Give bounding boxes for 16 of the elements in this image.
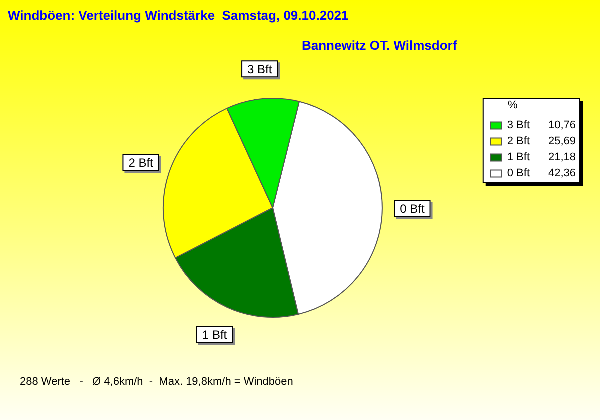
slice-label: 3 Bft — [248, 62, 273, 76]
legend-title: % — [508, 100, 518, 112]
legend-label: 2 Bft — [507, 136, 530, 148]
slice-label: 0 Bft — [400, 202, 426, 216]
chart-subtitle: Bannewitz OT. Wilmsdorf — [302, 38, 458, 53]
legend-label: 0 Bft — [507, 168, 530, 180]
data-label: 42,36 — [548, 168, 576, 180]
text: 288 Werte - Ø 4,6km/h - Max. 19,8km/h = Windböen — [20, 376, 294, 388]
chart-title: Windböen: Verteilung Windstärke Samstag, 09.10.2021 — [8, 8, 349, 23]
data-label: 21,18 — [548, 152, 576, 164]
data-label: 25,69 — [548, 136, 576, 148]
legend-label: 3 Bft — [507, 120, 530, 132]
slice-label: 1 Bft — [202, 328, 228, 342]
data-label: 10,76 — [548, 120, 576, 132]
slice-label: 2 Bft — [128, 156, 154, 170]
legend-label: 1 Bft — [507, 152, 530, 164]
